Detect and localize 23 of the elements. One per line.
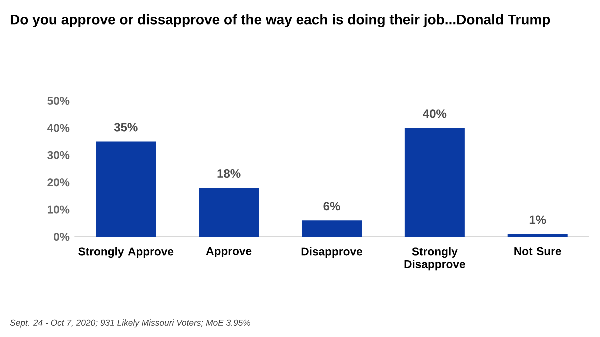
y-tick-label: 20% xyxy=(48,178,70,187)
text: Sept. 24 - Oct 7, 2020; 931 Likely Missouri Voters; MoE 3.95% xyxy=(10,320,250,328)
y-tick-label: 50% xyxy=(48,97,70,106)
y-tick-label: 30% xyxy=(48,151,70,160)
data-label: 18% xyxy=(218,169,241,178)
bar xyxy=(508,234,568,237)
bar xyxy=(404,128,465,237)
data-label: 6% xyxy=(324,202,340,211)
bar xyxy=(96,142,156,237)
data-label: 40% xyxy=(423,110,447,118)
bar xyxy=(302,220,362,237)
data-label: 1% xyxy=(530,216,546,224)
data-label: 35% xyxy=(114,123,138,132)
x-tick-label: Strongly Approve xyxy=(78,247,174,258)
y-tick-label: 0% xyxy=(54,233,70,242)
chart-title: Do you approve or dissapprove of the way each is doing their job...Donald Trump xyxy=(10,14,550,28)
y-tick-label: 10% xyxy=(48,206,70,214)
x-tick-label: Disapprove xyxy=(302,247,362,258)
y-tick-label: 40% xyxy=(47,124,70,132)
x-tick-label: Strongly Disapprove xyxy=(404,247,466,271)
x-tick-label: Approve xyxy=(206,247,252,258)
x-tick-label: Not Sure xyxy=(514,247,562,256)
bar xyxy=(199,188,260,237)
